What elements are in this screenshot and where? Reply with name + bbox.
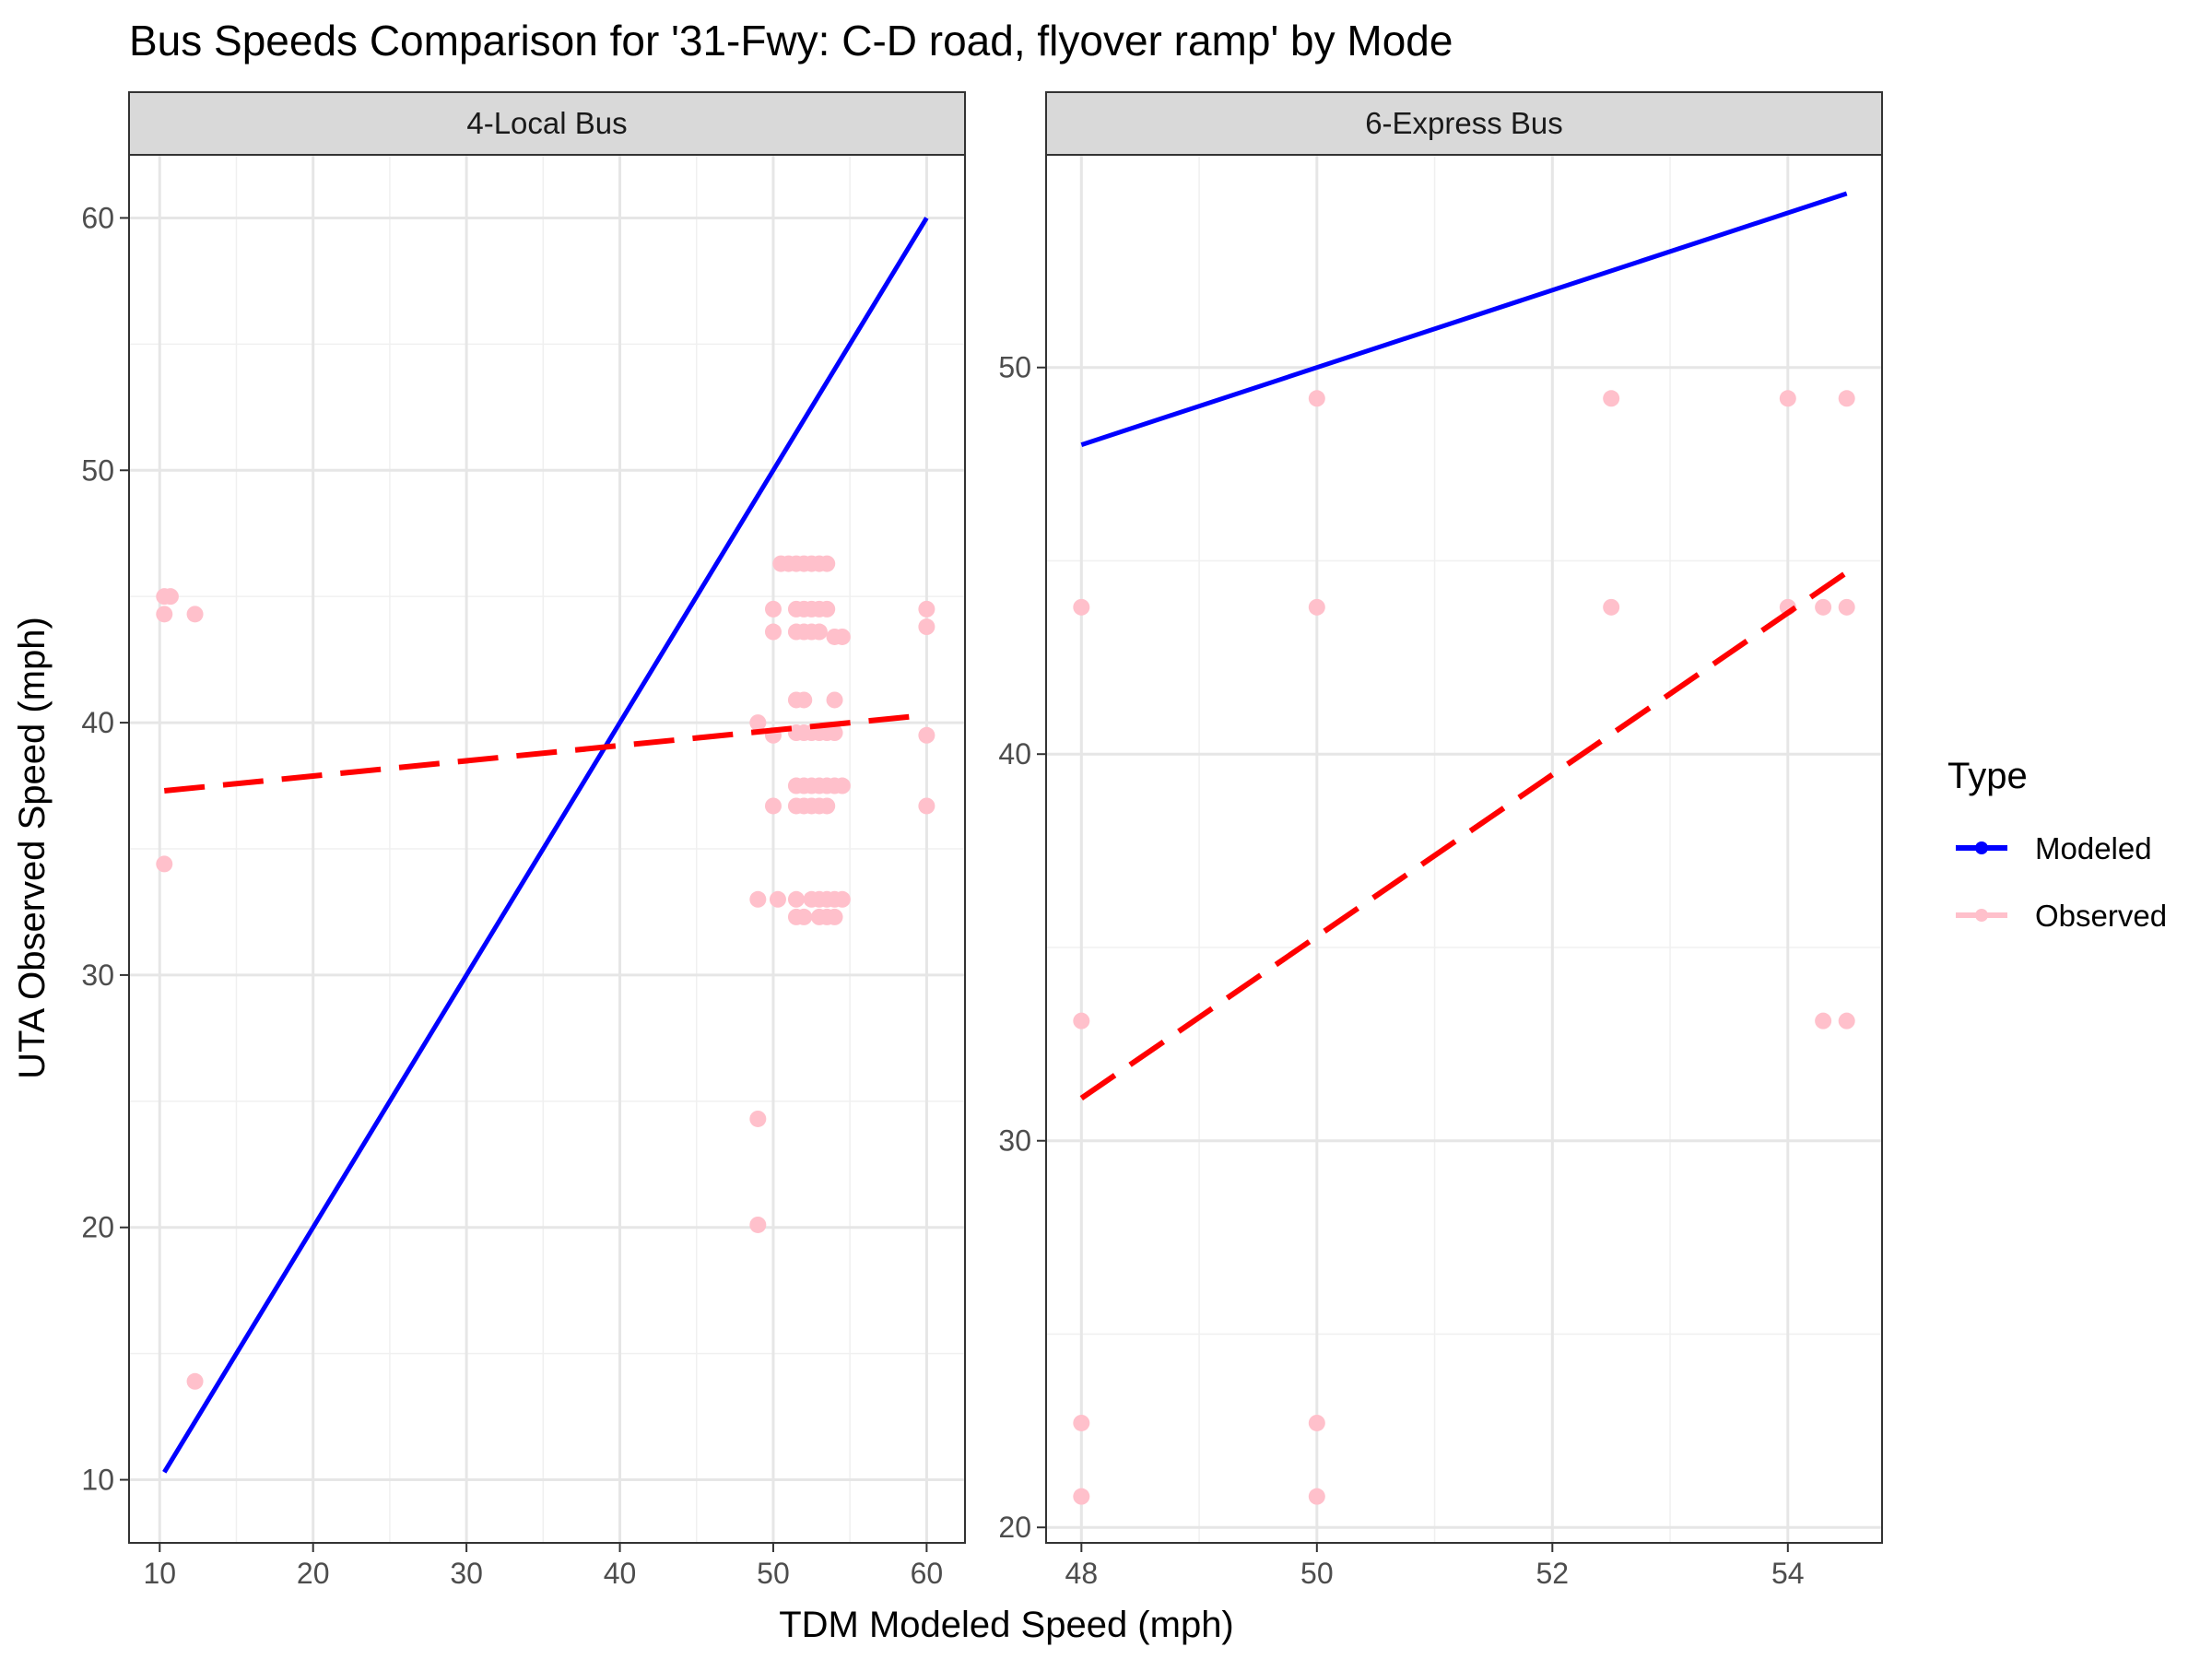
observed-point: [795, 691, 813, 709]
observed-point: [749, 714, 767, 732]
observed-point: [749, 1216, 767, 1233]
y-tick-label: 60: [81, 201, 114, 234]
observed-point: [918, 797, 935, 815]
observed-point: [749, 890, 767, 908]
observed-point: [833, 628, 851, 645]
y-tick-label: 50: [81, 453, 114, 487]
legend-label-observed: Observed: [2035, 899, 2167, 933]
observed-point: [764, 623, 782, 641]
observed-point: [1815, 598, 1832, 616]
chart-title: Bus Speeds Comparison for '31-Fwy: C-D r…: [129, 17, 1453, 65]
observed-point: [833, 890, 851, 908]
observed-point: [818, 797, 836, 815]
observed-point: [810, 623, 828, 641]
observed-point: [1073, 598, 1090, 616]
y-tick-label: 10: [81, 1464, 114, 1497]
facet-strip-label: 6-Express Bus: [1365, 106, 1563, 140]
y-tick-label: 50: [998, 351, 1031, 384]
modeled-line: [162, 217, 929, 1474]
legend: Type Modeled Observed: [1947, 756, 2167, 933]
observed-point: [156, 855, 173, 873]
observed-point: [1073, 1414, 1090, 1431]
y-tick-label: 20: [81, 1211, 114, 1244]
legend-title: Type: [1947, 756, 2028, 796]
observed-trend-line: [1079, 570, 1849, 1101]
modeled-line: [1080, 191, 1848, 447]
x-tick-label: 60: [911, 1557, 944, 1590]
observed-point: [161, 588, 179, 606]
x-tick-label: 52: [1536, 1557, 1570, 1590]
observed-point: [1838, 598, 1855, 616]
observed-point: [769, 890, 786, 908]
observed-point: [787, 890, 805, 908]
observed-point: [1308, 1488, 1325, 1505]
y-tick-label: 30: [998, 1124, 1031, 1158]
legend-item-modeled: Modeled: [1956, 831, 2152, 865]
observed-point: [1838, 390, 1855, 407]
observed-point: [156, 606, 173, 623]
facet-strip: [128, 91, 966, 156]
facet-strip: [1045, 91, 1883, 156]
observed-point: [1073, 1488, 1090, 1505]
observed-point: [186, 1372, 204, 1390]
y-tick-label: 40: [998, 737, 1031, 771]
observed-point: [1603, 598, 1620, 616]
observed-point: [1308, 1414, 1325, 1431]
x-tick-label: 30: [450, 1557, 483, 1590]
facet-strip-label: 4-Local Bus: [466, 106, 627, 140]
observed-point: [795, 908, 813, 925]
observed-point: [1603, 390, 1620, 407]
observed-point: [818, 600, 836, 618]
observed-point: [833, 777, 851, 794]
y-tick-label: 40: [81, 706, 114, 739]
observed-point: [918, 618, 935, 636]
x-tick-label: 10: [143, 1557, 176, 1590]
y-axis-title: UTA Observed Speed (mph): [12, 617, 53, 1079]
legend-key-modeled-point: [1975, 841, 1988, 854]
x-tick-label: 50: [1300, 1557, 1334, 1590]
observed-point: [764, 600, 782, 618]
x-tick-label: 20: [297, 1557, 330, 1590]
observed-point: [918, 600, 935, 618]
observed-point: [1838, 1012, 1855, 1030]
y-tick-label: 30: [81, 959, 114, 992]
x-tick-label: 40: [604, 1557, 637, 1590]
observed-point: [826, 724, 843, 742]
observed-point: [1073, 1012, 1090, 1030]
observed-point: [826, 908, 843, 925]
legend-label-modeled: Modeled: [2035, 831, 2152, 865]
facet-panel-express-bus: 6-Express Bus 48 50 52 54 20 30 40 50: [998, 91, 1883, 1590]
legend-key-observed-point: [1975, 909, 1988, 922]
x-tick-label: 50: [757, 1557, 790, 1590]
facet-panel-local-bus: 4-Local Bus 10 20 30 40 50 60 10 20 30 40 50 60: [81, 91, 966, 1590]
observed-point: [764, 797, 782, 815]
x-tick-label: 48: [1065, 1557, 1099, 1590]
observed-trend-line: [163, 712, 927, 794]
observed-point: [1308, 390, 1325, 407]
y-tick-label: 20: [998, 1511, 1031, 1544]
legend-item-observed: Observed: [1956, 899, 2167, 933]
x-tick-label: 54: [1771, 1557, 1805, 1590]
observed-point: [918, 726, 935, 744]
x-axis-title: TDM Modeled Speed (mph): [779, 1605, 1234, 1645]
plot-background: [1046, 155, 1882, 1543]
observed-point: [1779, 390, 1796, 407]
observed-point: [1815, 1012, 1832, 1030]
observed-point: [826, 691, 843, 709]
observed-point: [749, 1110, 767, 1127]
observed-point: [1308, 598, 1325, 616]
observed-point: [818, 555, 836, 572]
observed-point: [186, 606, 204, 623]
